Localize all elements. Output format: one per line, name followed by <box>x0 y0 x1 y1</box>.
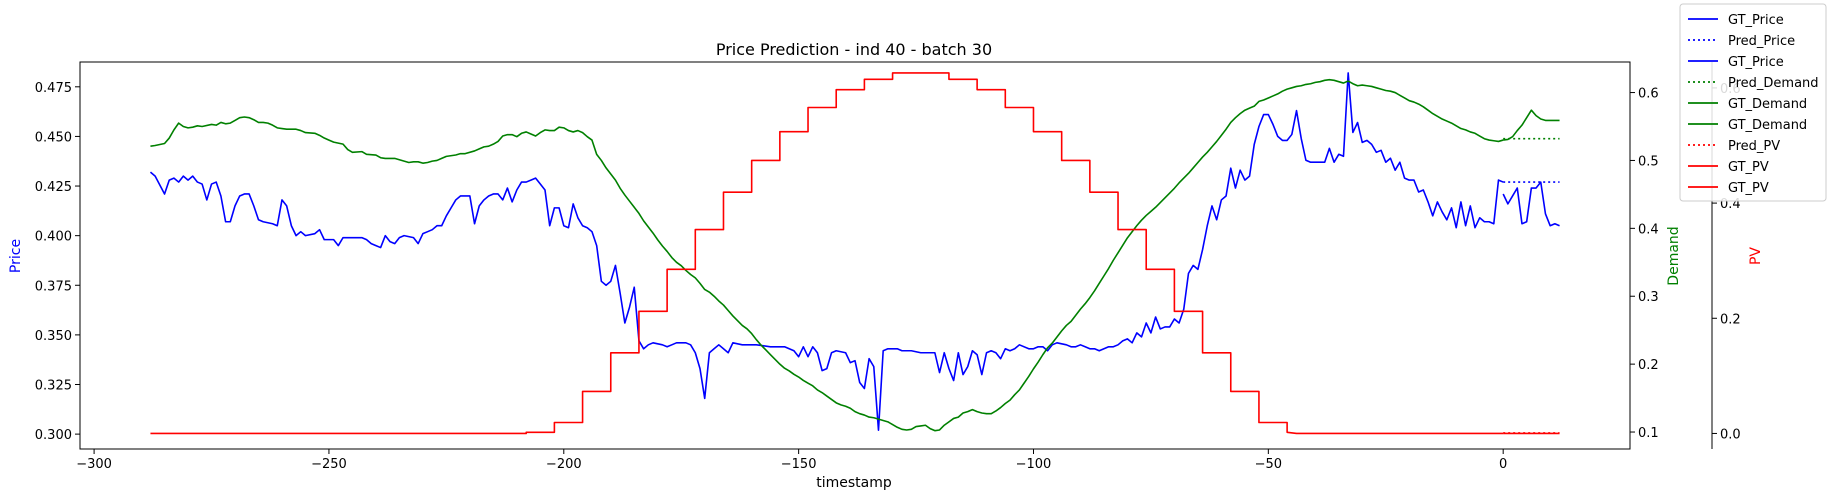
series-line-gt-price-2 <box>1502 181 1560 227</box>
x-tick-label: 0 <box>1499 457 1507 472</box>
demand-tick-label: 0.2 <box>1638 358 1659 373</box>
y-axis-label-demand: Demand <box>1666 226 1682 285</box>
legend-label: Pred_PV <box>1728 139 1780 154</box>
x-tick-label: −100 <box>1016 457 1052 472</box>
legend-label: GT_PV <box>1728 160 1769 175</box>
legend-label: GT_Demand <box>1728 118 1807 133</box>
demand-tick-label: 0.6 <box>1638 87 1659 102</box>
legend-label: GT_PV <box>1728 181 1769 196</box>
price-tick-label: 0.325 <box>35 379 72 394</box>
x-tick-label: −150 <box>781 457 817 472</box>
price-tick-label: 0.400 <box>35 230 72 245</box>
demand-tick-label: 0.3 <box>1638 290 1659 305</box>
chart-title: Price Prediction - ind 40 - batch 30 <box>716 40 992 59</box>
plot-frame <box>79 61 1631 450</box>
demand-tick-label: 0.1 <box>1638 426 1659 441</box>
price-tick-label: 0.450 <box>35 130 72 145</box>
price-tick-label: 0.475 <box>35 81 72 96</box>
y-axis-label-price: Price <box>8 239 24 273</box>
pv-tick-label: 0.2 <box>1720 312 1741 327</box>
legend-label: GT_Demand <box>1728 97 1807 112</box>
x-tick-label: −200 <box>546 457 582 472</box>
legend-label: Pred_Price <box>1728 34 1795 49</box>
plot-area <box>149 72 1560 435</box>
x-axis-label: timestamp <box>816 475 892 491</box>
price-tick-label: 0.375 <box>35 279 72 294</box>
legend-label: GT_Price <box>1728 13 1784 28</box>
price-tick-label: 0.425 <box>35 180 72 195</box>
x-tick-label: −50 <box>1255 457 1282 472</box>
x-tick-label: −300 <box>76 457 112 472</box>
y-axis-label-pv: PV <box>1748 247 1764 265</box>
pv-tick-label: 0.0 <box>1720 427 1741 442</box>
series-line-gt-demand-4 <box>150 78 1504 432</box>
price-tick-label: 0.300 <box>35 428 72 443</box>
demand-tick-label: 0.5 <box>1638 154 1659 169</box>
series-line-gt-demand-5 <box>1503 109 1560 141</box>
legend: GT_Price Pred_Price GT_Price Pred_Demand GT_… <box>1679 3 1827 202</box>
x-tick-label: −250 <box>311 457 347 472</box>
series-line-gt-pv-7 <box>150 72 1504 435</box>
demand-tick-label: 0.4 <box>1638 222 1659 237</box>
price-tick-label: 0.350 <box>35 329 72 344</box>
series-line-gt-price-0 <box>149 72 1504 431</box>
legend-label: Pred_Demand <box>1728 76 1819 91</box>
legend-box <box>1679 3 1827 202</box>
legend-label: GT_Price <box>1728 55 1784 70</box>
